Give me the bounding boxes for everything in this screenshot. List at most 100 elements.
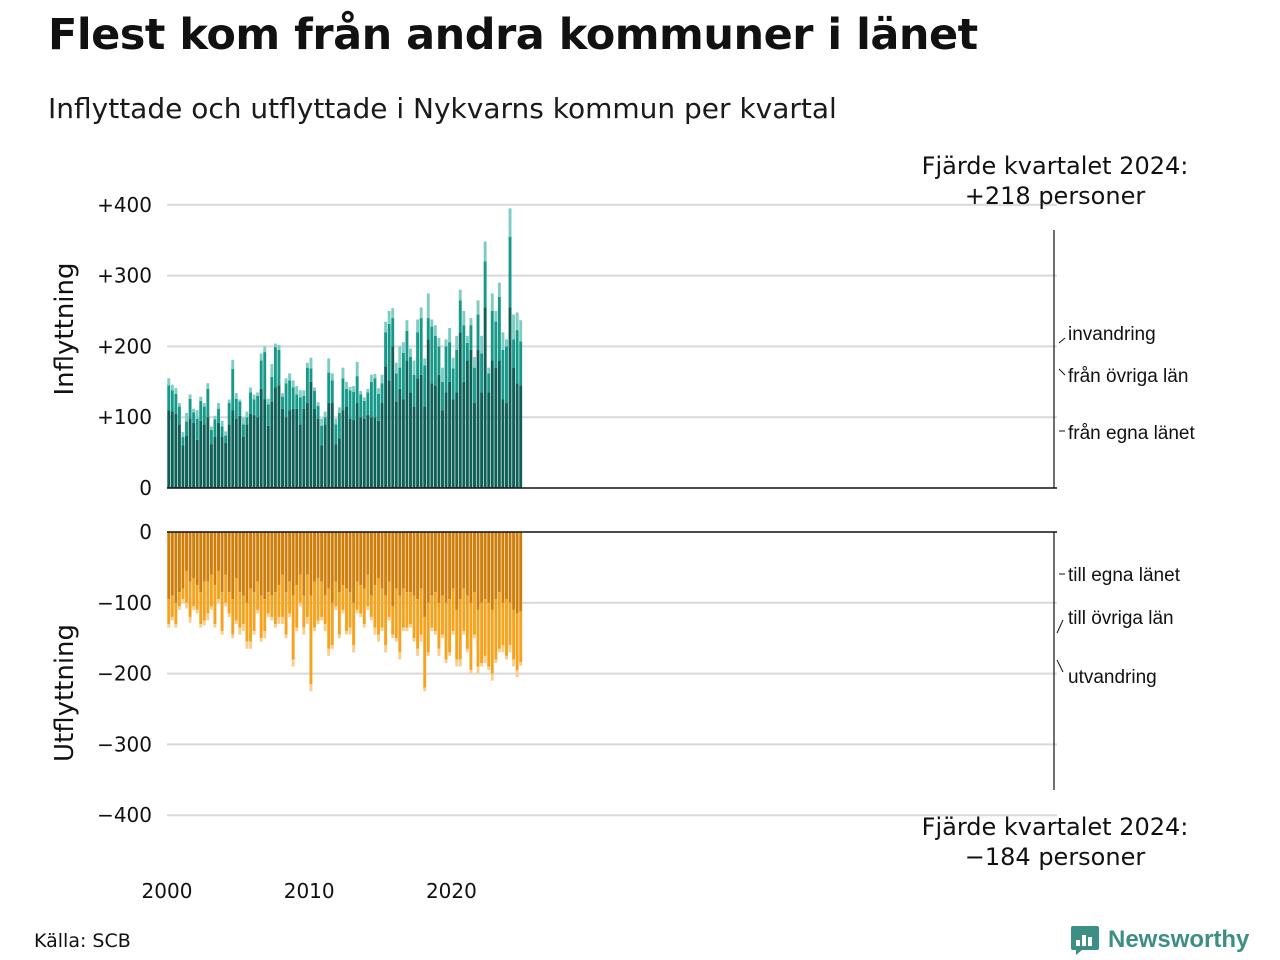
bar-out-segment xyxy=(387,616,391,621)
legend-label-immigration: invandring xyxy=(1068,324,1156,345)
bar-in-segment xyxy=(433,335,437,386)
bar-out-segment xyxy=(359,532,363,586)
bar-out-segment xyxy=(430,627,434,632)
bar-out-segment xyxy=(437,648,441,656)
bar-out-segment xyxy=(188,616,192,623)
bar-in-segment xyxy=(195,410,199,419)
bar-out-segment xyxy=(316,532,320,579)
bar-in-segment xyxy=(512,367,516,488)
bar-out-segment xyxy=(199,592,203,625)
bar-out-segment xyxy=(519,611,523,663)
bar-in-segment xyxy=(337,407,341,413)
bar-in-segment xyxy=(501,332,505,350)
bar-out-segment xyxy=(394,638,398,642)
bar-out-segment xyxy=(362,532,366,589)
bar-out-segment xyxy=(249,641,252,649)
bar-in-segment xyxy=(313,391,316,409)
bar-in-segment xyxy=(245,417,249,425)
bar-in-segment xyxy=(238,401,242,416)
bar-in-segment xyxy=(188,418,192,488)
bar-in-segment xyxy=(334,424,338,445)
bar-in-segment xyxy=(209,426,213,430)
bar-out-segment xyxy=(497,648,501,653)
bar-in-segment xyxy=(366,388,370,393)
bar-out-segment xyxy=(512,532,516,610)
bar-in-segment xyxy=(519,320,523,342)
bar-in-segment xyxy=(288,410,292,488)
bar-out-segment xyxy=(465,532,469,596)
bar-in-segment xyxy=(170,411,174,488)
bar-out-segment xyxy=(234,578,238,621)
bar-in-segment xyxy=(263,399,267,488)
bar-in-segment xyxy=(170,384,174,391)
bar-out-segment xyxy=(448,599,452,653)
bar-out-segment xyxy=(305,532,309,575)
legend-leader-line xyxy=(1058,368,1066,376)
bar-out-segment xyxy=(490,609,494,674)
bar-in-segment xyxy=(409,357,412,393)
y-tick-label-out: −100 xyxy=(97,591,152,615)
legend-out: till egna länet till övriga län utvandri… xyxy=(1056,565,1181,688)
y-tick-label-in: +400 xyxy=(97,193,152,217)
bar-in-segment xyxy=(469,318,473,326)
bar-out-segment xyxy=(394,532,398,589)
bar-in-segment xyxy=(217,422,220,488)
bar-out-segment xyxy=(426,532,430,603)
bar-in-segment xyxy=(405,320,409,331)
bar-in-segment xyxy=(217,408,220,423)
bar-out-segment xyxy=(377,634,380,642)
bar-out-segment xyxy=(433,532,437,593)
bar-out-segment xyxy=(188,532,192,582)
bar-in-segment xyxy=(369,417,373,488)
bar-in-segment xyxy=(419,374,423,488)
bar-in-segment xyxy=(391,346,395,488)
bar-in-segment xyxy=(401,342,405,353)
bar-in-segment xyxy=(505,339,508,347)
bar-out-segment xyxy=(494,532,498,600)
bar-in-segment xyxy=(373,417,377,488)
bar-out-segment xyxy=(273,624,277,628)
bar-in-segment xyxy=(238,415,242,488)
bar-out-segment xyxy=(423,532,427,617)
bar-out-segment xyxy=(320,581,324,617)
bar-out-segment xyxy=(387,581,391,617)
bar-in-segment xyxy=(345,388,348,407)
bar-in-segment xyxy=(380,374,384,384)
bar-out-segment xyxy=(480,662,484,667)
bar-in-segment xyxy=(241,437,245,488)
bar-in-segment xyxy=(313,408,316,488)
bar-out-segment xyxy=(341,609,345,614)
bar-out-segment xyxy=(199,624,203,628)
bar-out-segment xyxy=(348,532,352,593)
bar-in-segment xyxy=(252,415,256,488)
bar-out-segment xyxy=(426,602,430,653)
bar-out-segment xyxy=(181,599,185,603)
legend-label-other-counties-in: från övriga län xyxy=(1068,366,1188,387)
bar-in-segment xyxy=(252,394,256,400)
bar-out-segment xyxy=(224,602,228,607)
y-tick-label-in: 0 xyxy=(139,476,152,500)
bar-in-segment xyxy=(177,403,181,407)
bar-in-segment xyxy=(487,367,491,374)
bar-in-segment xyxy=(487,373,491,393)
bar-in-segment xyxy=(327,358,331,373)
bar-out-segment xyxy=(366,606,370,610)
bar-in-segment xyxy=(277,349,281,386)
bar-in-segment xyxy=(444,346,448,393)
bar-out-segment xyxy=(437,532,441,603)
bar-out-segment xyxy=(241,532,245,596)
bar-out-segment xyxy=(494,659,498,663)
bar-in-segment xyxy=(167,378,171,386)
brand-logo[interactable]: Newsworthy xyxy=(1070,924,1249,956)
bar-in-segment xyxy=(231,410,235,488)
bar-in-segment xyxy=(426,293,430,319)
bar-out-segment xyxy=(330,645,334,649)
bar-out-segment xyxy=(206,613,210,621)
bar-in-segment xyxy=(426,339,430,488)
bar-out-segment xyxy=(238,627,242,635)
y-tick-label-out: −300 xyxy=(97,732,152,756)
bar-out-segment xyxy=(192,578,196,607)
bar-in-segment xyxy=(476,349,480,488)
annotation-out-line2: −184 personer xyxy=(965,843,1146,871)
bar-out-segment xyxy=(277,616,281,625)
